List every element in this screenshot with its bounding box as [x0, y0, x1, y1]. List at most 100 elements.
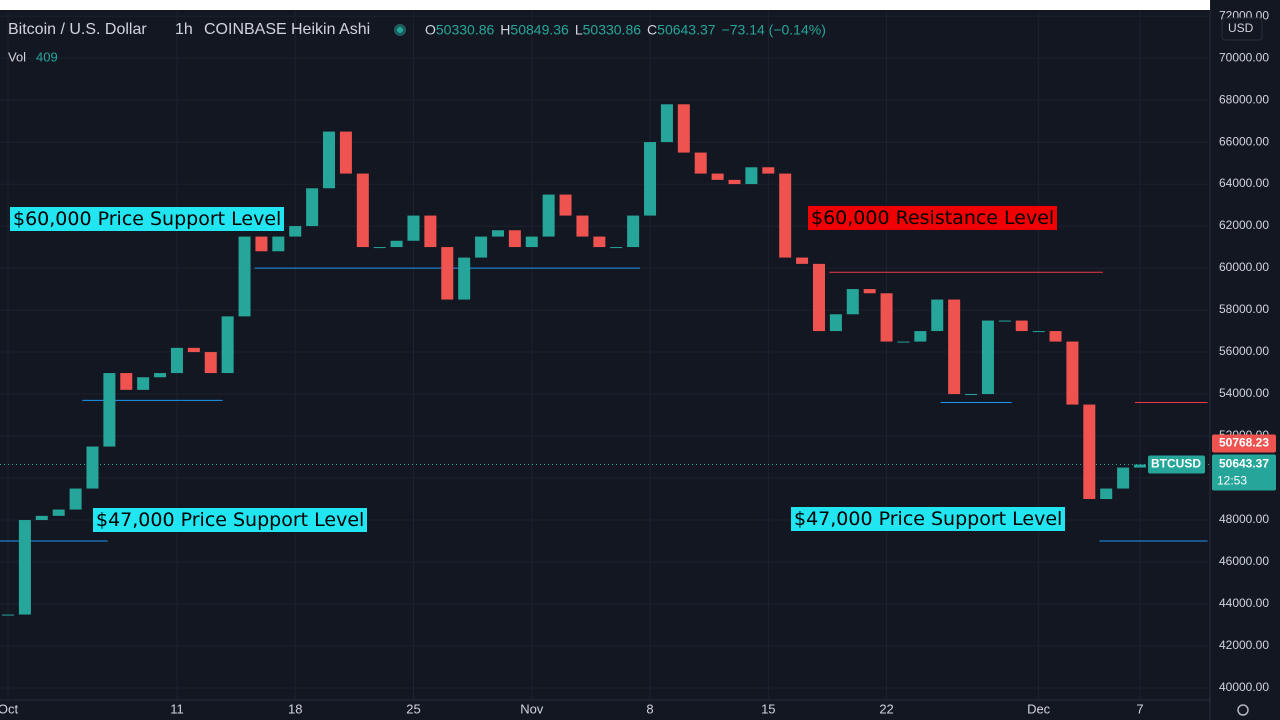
y-tick-label: 70000.00 — [1219, 50, 1269, 64]
candle — [154, 373, 167, 378]
candle — [204, 352, 217, 374]
candle — [576, 215, 589, 237]
candle — [306, 188, 319, 227]
settings-icon[interactable] — [1237, 704, 1249, 716]
currency[interactable]: USD — [1228, 21, 1254, 35]
candle — [323, 131, 336, 189]
high-tag — [1212, 434, 1276, 453]
x-tick-label: 8 — [646, 701, 653, 716]
candle — [931, 299, 944, 332]
x-tick-label: 18 — [288, 701, 302, 716]
candle — [339, 131, 352, 174]
ohlc-key: H — [500, 22, 510, 38]
candle — [18, 520, 31, 615]
high-tag-text: 50768.23 — [1219, 436, 1269, 450]
currency-button[interactable] — [1221, 17, 1263, 41]
candle — [728, 179, 741, 185]
candle — [796, 257, 809, 264]
x-tick-label: Nov — [520, 701, 544, 716]
y-tick-label: 60000.00 — [1219, 260, 1269, 274]
y-tick-label: 48000.00 — [1219, 512, 1269, 526]
candle — [863, 289, 876, 294]
exchange: COINBASE — [204, 21, 287, 38]
price-tag-text: 50643.37 — [1219, 457, 1269, 471]
annotation: $60,000 Price Support Level — [10, 207, 285, 231]
candle — [812, 263, 825, 332]
candle — [981, 320, 994, 395]
candle — [508, 230, 521, 248]
candle — [1117, 467, 1130, 489]
candle — [762, 167, 775, 174]
candle — [711, 173, 724, 180]
ohlc-value: 50849.36 — [510, 22, 569, 38]
x-tick-label: Dec — [1027, 701, 1051, 716]
ohlc-value: 50330.86 — [583, 22, 642, 38]
y-tick-label: 40000.00 — [1219, 680, 1269, 694]
candle — [69, 488, 82, 510]
x-tick-label: 7 — [1136, 701, 1143, 716]
candle — [644, 142, 657, 216]
candle — [846, 289, 859, 315]
candle — [897, 341, 910, 343]
candle — [2, 614, 14, 616]
y-tick-label: 66000.00 — [1219, 134, 1269, 148]
y-tick-label: 44000.00 — [1219, 596, 1269, 610]
candle — [525, 236, 538, 248]
annotation: $47,000 Price Support Level — [791, 507, 1066, 531]
candle — [52, 509, 65, 516]
candle — [965, 394, 978, 396]
candle — [1083, 404, 1096, 500]
candle — [914, 331, 927, 342]
ohlc-key: L — [575, 22, 583, 38]
interval: 1h — [175, 21, 193, 38]
y-tick-label: 58000.00 — [1219, 302, 1269, 316]
y-tick-label: 68000.00 — [1219, 92, 1269, 106]
candle — [238, 236, 251, 317]
candles — [2, 104, 1146, 616]
price-tag — [1212, 454, 1276, 491]
candle — [660, 104, 673, 143]
candle — [475, 236, 488, 258]
candle — [559, 194, 572, 216]
candle — [120, 373, 133, 390]
y-tick-label: 46000.00 — [1219, 554, 1269, 568]
countdown: 12:53 — [1217, 474, 1247, 488]
candle — [390, 240, 403, 248]
candle — [627, 215, 640, 248]
y-tick-label: 54000.00 — [1219, 386, 1269, 400]
candle — [1032, 331, 1045, 333]
candle — [458, 257, 471, 300]
candle — [542, 194, 555, 237]
top-strip — [0, 0, 1210, 10]
candle — [1066, 341, 1079, 405]
y-tick-label: 56000.00 — [1219, 344, 1269, 358]
y-tick-label: 42000.00 — [1219, 638, 1269, 652]
candle — [272, 236, 285, 252]
candle — [948, 299, 961, 395]
x-tick-label: 11 — [170, 701, 184, 716]
candle — [745, 167, 758, 185]
candle — [1049, 331, 1062, 342]
candle — [407, 215, 420, 241]
chart-style: Heikin Ashi — [291, 21, 370, 38]
x-tick-label: 22 — [879, 701, 893, 716]
candle — [694, 152, 707, 174]
candle — [829, 314, 842, 332]
x-tick-label: 15 — [761, 701, 775, 716]
symbol-tag-text: BTCUSD — [1151, 457, 1201, 471]
candle — [610, 247, 623, 249]
annotation: $60,000 Resistance Level — [808, 206, 1058, 230]
candle — [103, 373, 116, 447]
y-tick-label: 62000.00 — [1219, 218, 1269, 232]
candle — [593, 236, 606, 248]
candle — [170, 347, 183, 374]
volume-value: 409 — [36, 49, 58, 64]
y-tick-label: 64000.00 — [1219, 176, 1269, 190]
symbol: Bitcoin / U.S. Dollar — [8, 21, 147, 38]
candle — [86, 446, 99, 489]
ohlc-value: 50330.86 — [436, 22, 495, 38]
candle — [356, 173, 369, 248]
annotation: $47,000 Price Support Level — [93, 508, 368, 532]
